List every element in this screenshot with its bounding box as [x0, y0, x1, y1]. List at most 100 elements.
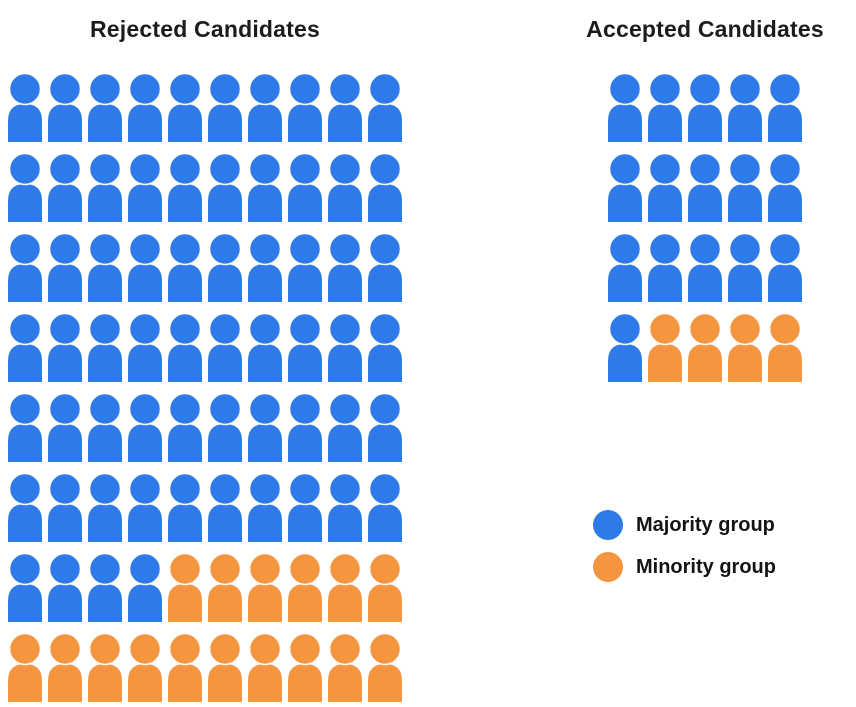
person-icon-majority	[288, 473, 322, 542]
person-icon-minority	[288, 553, 322, 622]
person-icon-majority	[688, 73, 722, 142]
person-icon-majority	[608, 153, 642, 222]
person-icon-minority	[248, 633, 282, 702]
pictogram-row	[8, 553, 402, 622]
person-icon-majority	[368, 73, 402, 142]
person-icon-majority	[128, 153, 162, 222]
person-icon-minority	[88, 633, 122, 702]
person-icon-majority	[608, 313, 642, 382]
person-icon-majority	[128, 393, 162, 462]
person-icon-majority	[768, 153, 802, 222]
person-icon-minority	[288, 633, 322, 702]
person-icon-majority	[328, 473, 362, 542]
person-icon-majority	[368, 393, 402, 462]
person-icon-minority	[208, 553, 242, 622]
person-icon-majority	[368, 153, 402, 222]
pictogram-row	[8, 313, 402, 382]
minority-swatch-icon	[593, 552, 623, 582]
person-icon-majority	[88, 233, 122, 302]
person-icon-majority	[8, 153, 42, 222]
person-icon-minority	[208, 633, 242, 702]
person-icon-minority	[648, 313, 682, 382]
person-icon-majority	[288, 73, 322, 142]
legend: Majority group Minority group	[593, 510, 776, 582]
person-icon-majority	[128, 313, 162, 382]
person-icon-minority	[368, 633, 402, 702]
person-icon-majority	[768, 73, 802, 142]
person-icon-majority	[168, 73, 202, 142]
person-icon-majority	[168, 153, 202, 222]
pictogram-row	[608, 73, 802, 142]
person-icon-majority	[168, 313, 202, 382]
pictogram-row	[8, 633, 402, 702]
person-icon-majority	[288, 233, 322, 302]
person-icon-majority	[8, 313, 42, 382]
legend-item-minority: Minority group	[593, 552, 776, 582]
person-icon-majority	[248, 473, 282, 542]
person-icon-majority	[648, 153, 682, 222]
person-icon-majority	[368, 233, 402, 302]
person-icon-majority	[48, 553, 82, 622]
person-icon-majority	[208, 73, 242, 142]
person-icon-majority	[48, 313, 82, 382]
legend-item-majority: Majority group	[593, 510, 776, 540]
person-icon-majority	[688, 153, 722, 222]
person-icon-majority	[328, 393, 362, 462]
person-icon-majority	[8, 73, 42, 142]
person-icon-majority	[8, 393, 42, 462]
pictogram-row	[608, 153, 802, 222]
person-icon-majority	[648, 73, 682, 142]
person-icon-minority	[8, 633, 42, 702]
rejected-pictogram-grid	[8, 73, 402, 702]
person-icon-majority	[48, 233, 82, 302]
person-icon-minority	[248, 553, 282, 622]
pictogram-row	[8, 233, 402, 302]
person-icon-majority	[288, 153, 322, 222]
person-icon-majority	[128, 73, 162, 142]
person-icon-majority	[368, 313, 402, 382]
person-icon-majority	[88, 313, 122, 382]
person-icon-majority	[248, 233, 282, 302]
person-icon-majority	[648, 233, 682, 302]
person-icon-majority	[8, 233, 42, 302]
person-icon-majority	[368, 473, 402, 542]
legend-label-minority: Minority group	[636, 555, 776, 578]
person-icon-minority	[328, 553, 362, 622]
person-icon-majority	[168, 233, 202, 302]
person-icon-majority	[248, 313, 282, 382]
person-icon-majority	[328, 313, 362, 382]
person-icon-majority	[128, 473, 162, 542]
person-icon-majority	[208, 313, 242, 382]
person-icon-majority	[88, 473, 122, 542]
person-icon-minority	[328, 633, 362, 702]
person-icon-minority	[768, 313, 802, 382]
person-icon-majority	[208, 233, 242, 302]
person-icon-majority	[728, 233, 762, 302]
person-icon-minority	[168, 633, 202, 702]
person-icon-majority	[608, 73, 642, 142]
pictogram-row	[8, 73, 402, 142]
person-icon-majority	[8, 473, 42, 542]
pictogram-row	[608, 313, 802, 382]
person-icon-minority	[48, 633, 82, 702]
person-icon-minority	[368, 553, 402, 622]
pictogram-row	[8, 473, 402, 542]
pictogram-row	[8, 393, 402, 462]
pictogram-row	[608, 233, 802, 302]
person-icon-majority	[88, 73, 122, 142]
person-icon-majority	[48, 73, 82, 142]
person-icon-majority	[128, 553, 162, 622]
person-icon-majority	[208, 153, 242, 222]
person-icon-minority	[168, 553, 202, 622]
person-icon-majority	[88, 393, 122, 462]
person-icon-majority	[208, 393, 242, 462]
person-icon-majority	[728, 73, 762, 142]
person-icon-majority	[168, 393, 202, 462]
person-icon-majority	[768, 233, 802, 302]
person-icon-majority	[328, 233, 362, 302]
person-icon-majority	[288, 393, 322, 462]
person-icon-minority	[128, 633, 162, 702]
person-icon-majority	[608, 233, 642, 302]
person-icon-majority	[48, 153, 82, 222]
